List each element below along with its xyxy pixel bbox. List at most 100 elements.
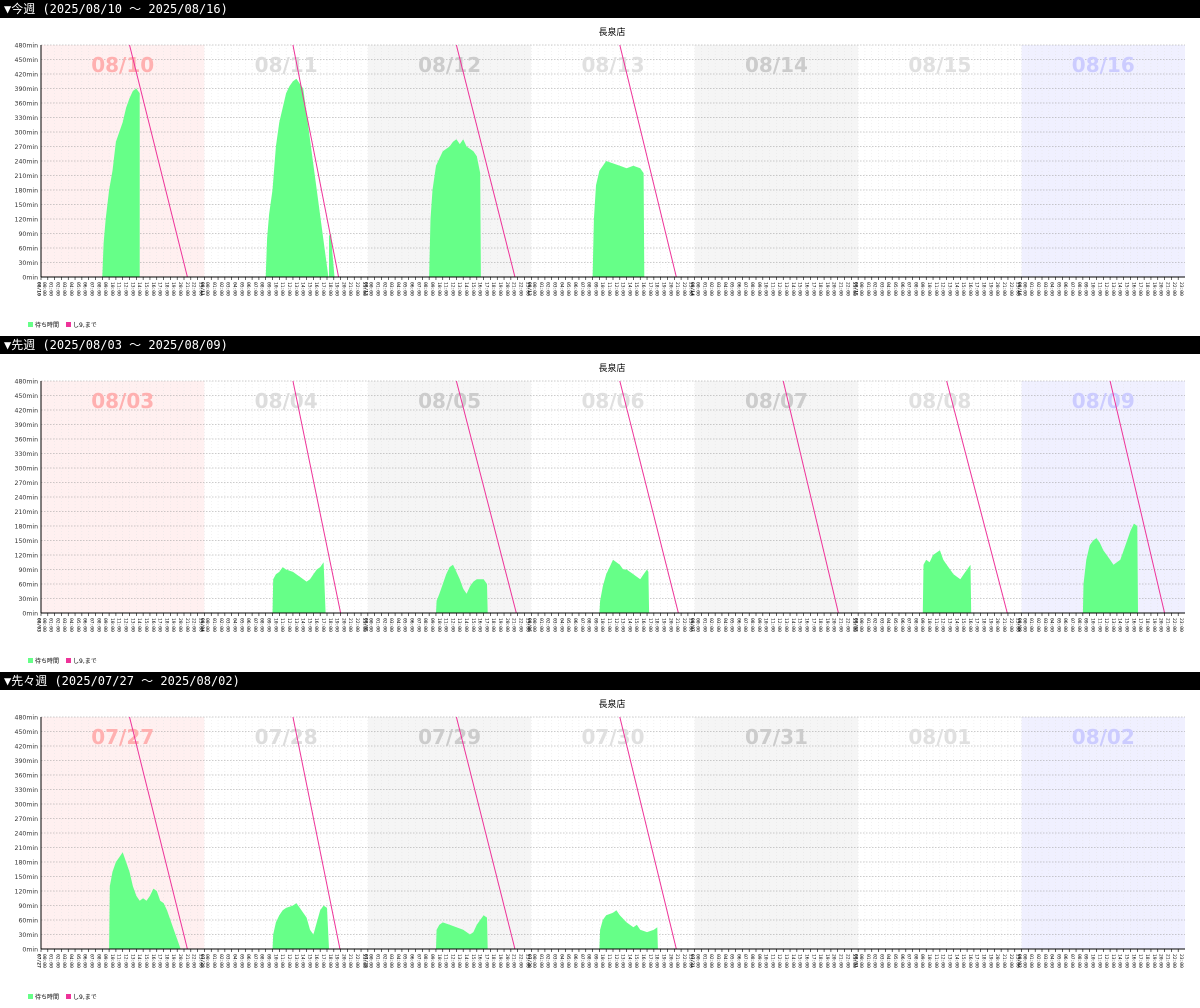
x-tick-label: 02:00 <box>1035 282 1041 296</box>
x-tick-label: 08:00 <box>259 954 265 968</box>
x-tick-label: 10:00 <box>436 954 442 968</box>
legend-label: 待ち時間 <box>35 993 59 1001</box>
x-tick-label: 10:00 <box>926 282 932 296</box>
x-tick-label: 15:00 <box>1124 618 1130 632</box>
x-tick-label: 08:00 <box>1076 954 1082 968</box>
x-tick-label: 16:00 <box>967 954 973 968</box>
x-tick-label: 10:00 <box>272 954 278 968</box>
x-tick-label: 01:00 <box>538 282 544 296</box>
x-tick-label: 00:00 <box>368 282 374 296</box>
x-date-label: 08/10 <box>36 282 42 296</box>
x-tick-label: 00:00 <box>695 282 701 296</box>
x-tick-label: 01:00 <box>538 954 544 968</box>
x-tick-label: 03:00 <box>225 282 231 296</box>
x-tick-label: 11:00 <box>933 954 939 968</box>
legend-label: し9,まで <box>73 322 97 329</box>
x-tick-label: 07:00 <box>88 954 94 968</box>
x-tick-label: 06:00 <box>572 954 578 968</box>
x-tick-label: 23:00 <box>1178 282 1184 296</box>
x-tick-label: 04:00 <box>558 618 564 632</box>
x-tick-label: 15:00 <box>143 618 149 632</box>
x-tick-label: 14:00 <box>136 282 142 296</box>
x-tick-label: 01:00 <box>211 618 217 632</box>
x-tick-label: 07:00 <box>906 618 912 632</box>
x-tick-label: 00:00 <box>695 954 701 968</box>
x-tick-label: 16:00 <box>150 954 156 968</box>
x-tick-label: 02:00 <box>545 954 551 968</box>
week-header[interactable]: ▼今週 (2025/08/10 〜 2025/08/16) <box>0 0 1200 18</box>
x-tick-label: 02:00 <box>708 954 714 968</box>
day-label: 08/12 <box>418 53 481 77</box>
y-tick-label: 480min <box>15 43 39 50</box>
x-tick-label: 21:00 <box>184 618 190 632</box>
x-tick-label: 19:00 <box>987 282 993 296</box>
x-tick-label: 09:00 <box>919 618 925 632</box>
x-tick-label: 05:00 <box>565 954 571 968</box>
x-tick-label: 19:00 <box>334 282 340 296</box>
x-tick-label: 02:00 <box>872 618 878 632</box>
x-tick-label: 06:00 <box>1062 618 1068 632</box>
x-tick-label: 03:00 <box>225 954 231 968</box>
x-tick-label: 06:00 <box>82 618 88 632</box>
x-tick-label: 17:00 <box>483 618 489 632</box>
week-header[interactable]: ▼先週 (2025/08/03 〜 2025/08/09) <box>0 336 1200 354</box>
until-line <box>455 44 516 278</box>
x-tick-label: 12:00 <box>613 954 619 968</box>
x-tick-label: 19:00 <box>824 282 830 296</box>
x-tick-label: 07:00 <box>579 618 585 632</box>
x-tick-label: 21:00 <box>511 282 517 296</box>
x-tick-label: 19:00 <box>497 282 503 296</box>
wait-area <box>599 910 658 949</box>
x-tick-label: 03:00 <box>1042 282 1048 296</box>
x-tick-label: 15:00 <box>960 282 966 296</box>
x-tick-label: 04:00 <box>395 618 401 632</box>
x-tick-label: 14:00 <box>953 618 959 632</box>
x-tick-label: 18:00 <box>1144 282 1150 296</box>
x-tick-label: 23:00 <box>361 618 367 632</box>
x-tick-label: 13:00 <box>456 282 462 296</box>
x-tick-label: 09:00 <box>102 282 108 296</box>
x-tick-label: 16:00 <box>967 282 973 296</box>
x-tick-label: 18:00 <box>490 954 496 968</box>
x-tick-label: 13:00 <box>129 282 135 296</box>
y-tick-label: 210min <box>15 845 39 852</box>
x-tick-label: 05:00 <box>565 282 571 296</box>
x-date-label: 08/06 <box>526 618 532 632</box>
x-tick-label: 16:00 <box>477 954 483 968</box>
x-tick-label: 15:00 <box>306 282 312 296</box>
x-tick-label: 20:00 <box>504 282 510 296</box>
until-line <box>946 380 1008 614</box>
x-tick-label: 14:00 <box>790 954 796 968</box>
x-tick-label: 02:00 <box>708 618 714 632</box>
x-tick-label: 15:00 <box>143 954 149 968</box>
x-tick-label: 15:00 <box>797 618 803 632</box>
x-date-label: 08/02 <box>1016 954 1022 968</box>
x-tick-label: 17:00 <box>320 282 326 296</box>
y-tick-label: 330min <box>15 115 39 122</box>
x-tick-label: 22:00 <box>844 282 850 296</box>
x-tick-label: 18:00 <box>981 282 987 296</box>
x-tick-label: 00:00 <box>204 954 210 968</box>
x-tick-label: 22:00 <box>354 282 360 296</box>
x-date-label: 08/11 <box>199 282 205 296</box>
y-tick-label: 210min <box>15 173 39 180</box>
x-tick-label: 06:00 <box>735 954 741 968</box>
x-tick-label: 01:00 <box>538 618 544 632</box>
x-tick-label: 01:00 <box>701 618 707 632</box>
y-tick-label: 270min <box>15 816 39 823</box>
week-header[interactable]: ▼先々週 (2025/07/27 〜 2025/08/02) <box>0 672 1200 690</box>
x-tick-label: 03:00 <box>878 618 884 632</box>
x-tick-label: 18:00 <box>327 282 333 296</box>
y-tick-label: 120min <box>15 889 39 896</box>
x-tick-label: 18:00 <box>654 618 660 632</box>
x-tick-label: 06:00 <box>245 282 251 296</box>
day-label: 07/29 <box>418 725 481 749</box>
x-tick-label: 16:00 <box>150 282 156 296</box>
x-tick-label: 22:00 <box>681 618 687 632</box>
x-tick-label: 16:00 <box>1130 954 1136 968</box>
x-tick-label: 07:00 <box>252 954 258 968</box>
x-tick-label: 06:00 <box>1062 954 1068 968</box>
x-tick-label: 10:00 <box>763 954 769 968</box>
x-tick-label: 02:00 <box>54 954 60 968</box>
x-tick-label: 03:00 <box>388 282 394 296</box>
